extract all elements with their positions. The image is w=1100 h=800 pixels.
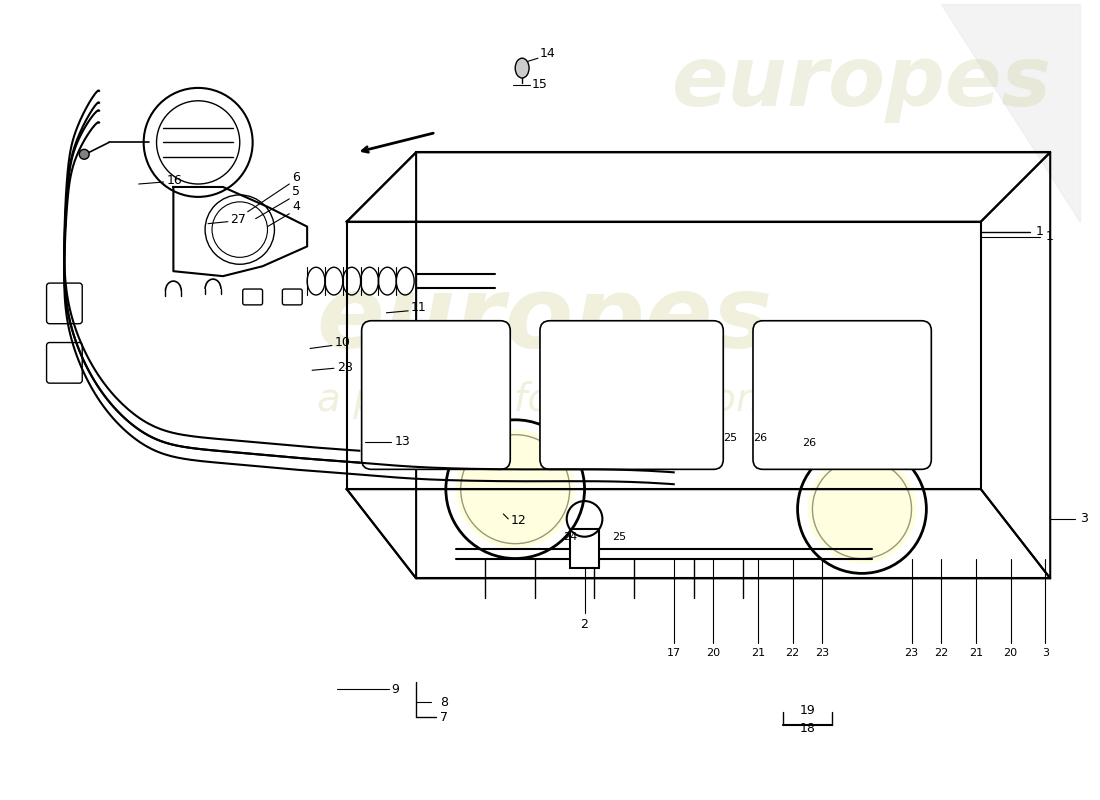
- Text: 27: 27: [230, 213, 245, 226]
- Text: 18: 18: [800, 722, 815, 735]
- Text: 25: 25: [613, 532, 626, 542]
- Text: 19: 19: [800, 704, 815, 717]
- Text: 13: 13: [394, 435, 410, 448]
- Text: 4: 4: [293, 200, 300, 214]
- Text: 9: 9: [392, 683, 399, 696]
- Text: 16: 16: [166, 174, 183, 186]
- Text: 28: 28: [337, 361, 353, 374]
- Text: 11: 11: [411, 302, 427, 314]
- FancyBboxPatch shape: [754, 321, 932, 470]
- Text: 14: 14: [540, 46, 556, 60]
- Polygon shape: [942, 4, 1080, 222]
- Circle shape: [455, 430, 574, 549]
- Bar: [570, 529, 600, 569]
- Text: 7: 7: [440, 710, 448, 723]
- FancyBboxPatch shape: [362, 321, 510, 470]
- Text: 1: 1: [1035, 225, 1043, 238]
- Text: 2: 2: [581, 618, 589, 631]
- Ellipse shape: [515, 58, 529, 78]
- Circle shape: [79, 150, 89, 159]
- Text: 21: 21: [969, 648, 983, 658]
- Circle shape: [807, 454, 916, 563]
- Text: 20: 20: [1003, 648, 1018, 658]
- Text: 26: 26: [803, 438, 816, 448]
- Text: 5: 5: [293, 186, 300, 198]
- Text: 25: 25: [724, 433, 737, 442]
- Text: 1: 1: [1045, 230, 1053, 243]
- Text: 8: 8: [440, 696, 448, 709]
- Text: europes: europes: [672, 42, 1052, 123]
- Text: europes: europes: [317, 272, 773, 370]
- Text: 26: 26: [754, 433, 767, 442]
- FancyBboxPatch shape: [540, 321, 724, 470]
- Text: 21: 21: [751, 648, 764, 658]
- Text: 22: 22: [934, 648, 948, 658]
- Text: 3: 3: [1080, 512, 1088, 526]
- Text: 3: 3: [1042, 648, 1048, 658]
- Text: a passion for Parts.com: a passion for Parts.com: [317, 381, 773, 419]
- Text: 24: 24: [563, 532, 578, 542]
- Text: 23: 23: [815, 648, 829, 658]
- Text: 22: 22: [785, 648, 800, 658]
- Text: 20: 20: [706, 648, 721, 658]
- Text: 23: 23: [904, 648, 918, 658]
- Text: 15: 15: [532, 78, 548, 91]
- Text: 6: 6: [293, 170, 300, 183]
- Text: 12: 12: [510, 514, 526, 527]
- Text: 17: 17: [667, 648, 681, 658]
- Text: 10: 10: [334, 336, 351, 349]
